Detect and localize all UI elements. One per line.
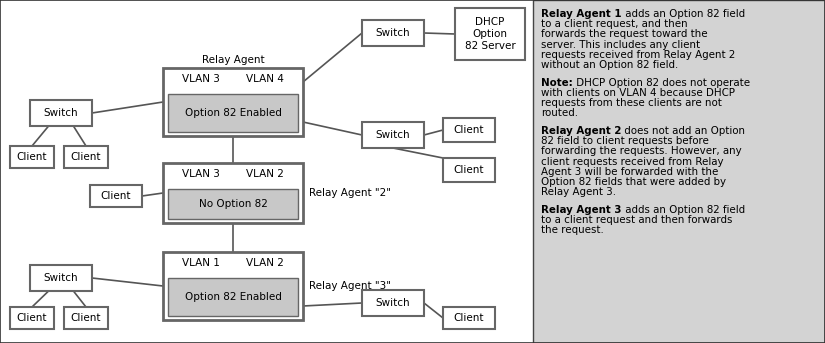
Text: with clients on VLAN 4 because DHCP: with clients on VLAN 4 because DHCP	[541, 88, 735, 98]
Text: to a client request, and then: to a client request, and then	[541, 19, 687, 29]
Text: Option 82 Enabled: Option 82 Enabled	[185, 108, 281, 118]
Bar	[30, 100, 92, 126]
Text: client requests received from Relay: client requests received from Relay	[541, 157, 724, 167]
Bar	[455, 8, 525, 60]
Text: Switch: Switch	[375, 298, 410, 308]
Text: without an Option 82 field.: without an Option 82 field.	[541, 60, 678, 70]
Bar	[163, 163, 303, 223]
Text: 82 field to client requests before: 82 field to client requests before	[541, 136, 709, 146]
Text: to a client request and then forwards: to a client request and then forwards	[541, 215, 733, 225]
Bar	[362, 20, 424, 46]
Text: Note:: Note:	[541, 78, 573, 88]
Text: does not add an Option: does not add an Option	[621, 126, 745, 136]
Bar	[168, 189, 298, 219]
Text: requests from these clients are not: requests from these clients are not	[541, 98, 722, 108]
Text: adds an Option 82 field: adds an Option 82 field	[621, 9, 745, 19]
Text: Relay Agent 2: Relay Agent 2	[541, 126, 621, 136]
Text: Client: Client	[16, 152, 47, 162]
Text: routed.: routed.	[541, 108, 578, 118]
Text: server. This includes any client: server. This includes any client	[541, 39, 700, 50]
Text: Client: Client	[454, 313, 484, 323]
Text: Client: Client	[71, 152, 101, 162]
Bar	[168, 94, 298, 132]
Text: Relay Agent 1: Relay Agent 1	[541, 9, 621, 19]
Text: Relay Agent 3.: Relay Agent 3.	[541, 187, 616, 197]
Bar	[30, 265, 92, 291]
Text: Relay Agent "2": Relay Agent "2"	[309, 188, 391, 198]
Text: Client: Client	[454, 125, 484, 135]
Bar	[443, 158, 495, 182]
Bar	[533, 0, 825, 343]
Bar	[362, 290, 424, 316]
Text: Switch: Switch	[44, 273, 78, 283]
Text: Relay Agent "3": Relay Agent "3"	[309, 281, 391, 291]
Text: Switch: Switch	[44, 108, 78, 118]
Bar	[443, 118, 495, 142]
Text: VLAN 3: VLAN 3	[182, 74, 219, 84]
Bar	[163, 252, 303, 320]
Bar	[443, 307, 495, 329]
Text: No Option 82: No Option 82	[199, 199, 267, 209]
Text: VLAN 1: VLAN 1	[182, 258, 219, 268]
Bar	[90, 185, 142, 207]
Bar	[10, 146, 54, 168]
Bar	[64, 307, 108, 329]
Text: VLAN 2: VLAN 2	[246, 258, 284, 268]
Text: Switch: Switch	[375, 28, 410, 38]
Text: the request.: the request.	[541, 225, 604, 235]
Text: Client: Client	[454, 165, 484, 175]
Text: adds an Option 82 field: adds an Option 82 field	[621, 205, 745, 215]
Bar	[10, 307, 54, 329]
Bar	[64, 146, 108, 168]
Text: Switch: Switch	[375, 130, 410, 140]
Bar	[163, 68, 303, 136]
Text: Client: Client	[101, 191, 131, 201]
Text: Relay Agent 3: Relay Agent 3	[541, 205, 621, 215]
Text: Client: Client	[16, 313, 47, 323]
Text: forwards the request toward the: forwards the request toward the	[541, 29, 708, 39]
Bar	[168, 278, 298, 316]
Bar	[362, 122, 424, 148]
Text: VLAN 3: VLAN 3	[182, 169, 219, 179]
Text: DHCP Option 82 does not operate: DHCP Option 82 does not operate	[573, 78, 750, 88]
Text: DHCP
Option
82 Server: DHCP Option 82 Server	[464, 17, 516, 51]
Text: Relay Agent: Relay Agent	[201, 55, 264, 65]
Text: requests received from Relay Agent 2: requests received from Relay Agent 2	[541, 50, 735, 60]
Text: Option 82 fields that were added by: Option 82 fields that were added by	[541, 177, 726, 187]
Text: Agent 3 will be forwarded with the: Agent 3 will be forwarded with the	[541, 167, 719, 177]
Text: Option 82 Enabled: Option 82 Enabled	[185, 292, 281, 302]
Text: VLAN 4: VLAN 4	[246, 74, 284, 84]
Text: Client: Client	[71, 313, 101, 323]
Text: VLAN 2: VLAN 2	[246, 169, 284, 179]
Text: forwarding the requests. However, any: forwarding the requests. However, any	[541, 146, 742, 156]
